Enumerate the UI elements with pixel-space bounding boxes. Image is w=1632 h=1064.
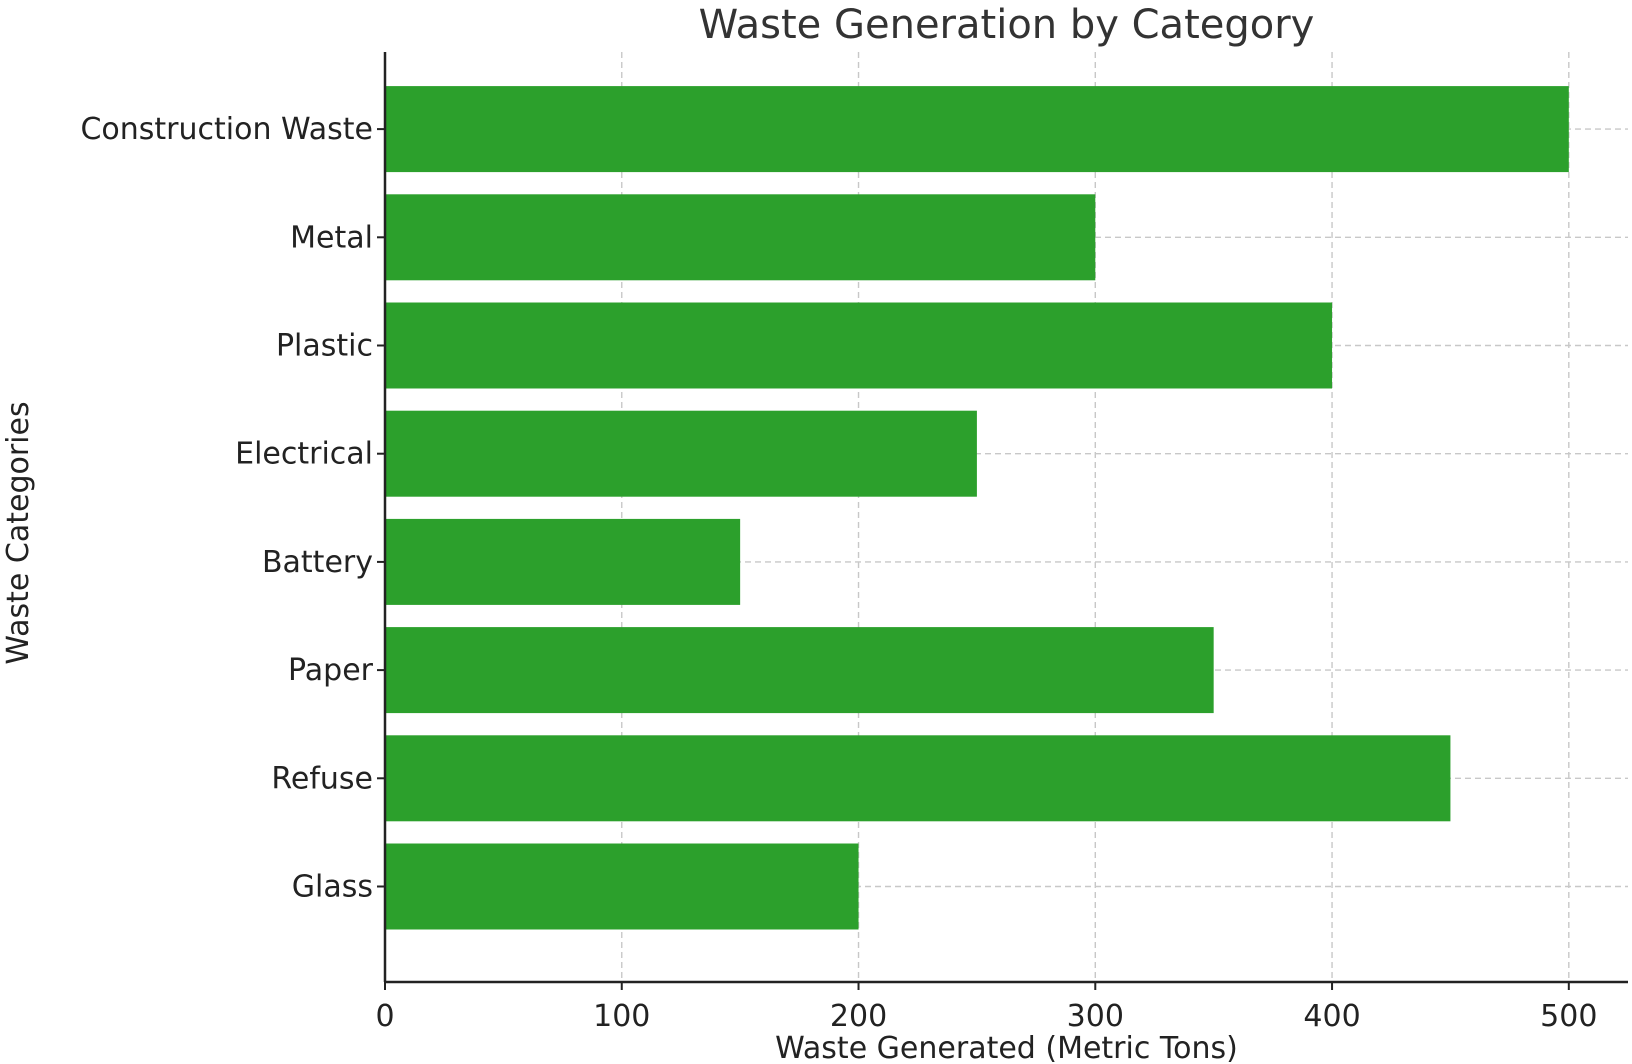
bar-metal [385, 194, 1096, 281]
chart-title: Waste Generation by Category [699, 2, 1315, 48]
y-tick-label: Construction Waste [80, 112, 373, 147]
axes [383, 52, 1628, 984]
grid [384, 52, 1628, 982]
x-tick-label: 400 [1303, 999, 1360, 1034]
y-tick-label: Battery [262, 545, 373, 580]
bar-glass [385, 843, 859, 930]
y-tick-label: Plastic [276, 329, 373, 364]
y-tick-label: Paper [288, 653, 374, 688]
y-tick-label: Refuse [271, 761, 373, 796]
bar-electrical [385, 410, 977, 497]
y-tick-label: Metal [290, 220, 373, 255]
x-tick-label: 200 [830, 999, 887, 1034]
x-tick-label: 300 [1067, 999, 1124, 1034]
x-tick-label: 500 [1540, 999, 1597, 1034]
bar-battery [385, 518, 741, 605]
bar-plastic [385, 302, 1333, 389]
bars [385, 86, 1569, 930]
bar-paper [385, 627, 1214, 714]
y-tick-label: Electrical [235, 437, 373, 472]
y-axis-ticks: Construction Waste Metal Plastic Electrical… [80, 112, 385, 905]
y-axis-label: Waste Categories [1, 401, 36, 664]
x-tick-label: 100 [593, 999, 650, 1034]
bar-construction-waste [385, 86, 1569, 173]
x-axis-label: Waste Generated (Metric Tons) [775, 1031, 1238, 1064]
x-axis-ticks: 0 100 200 300 400 500 [375, 982, 1597, 1034]
y-tick-label: Glass [292, 870, 373, 905]
bar-refuse [385, 735, 1451, 822]
x-tick-label: 0 [375, 999, 394, 1034]
